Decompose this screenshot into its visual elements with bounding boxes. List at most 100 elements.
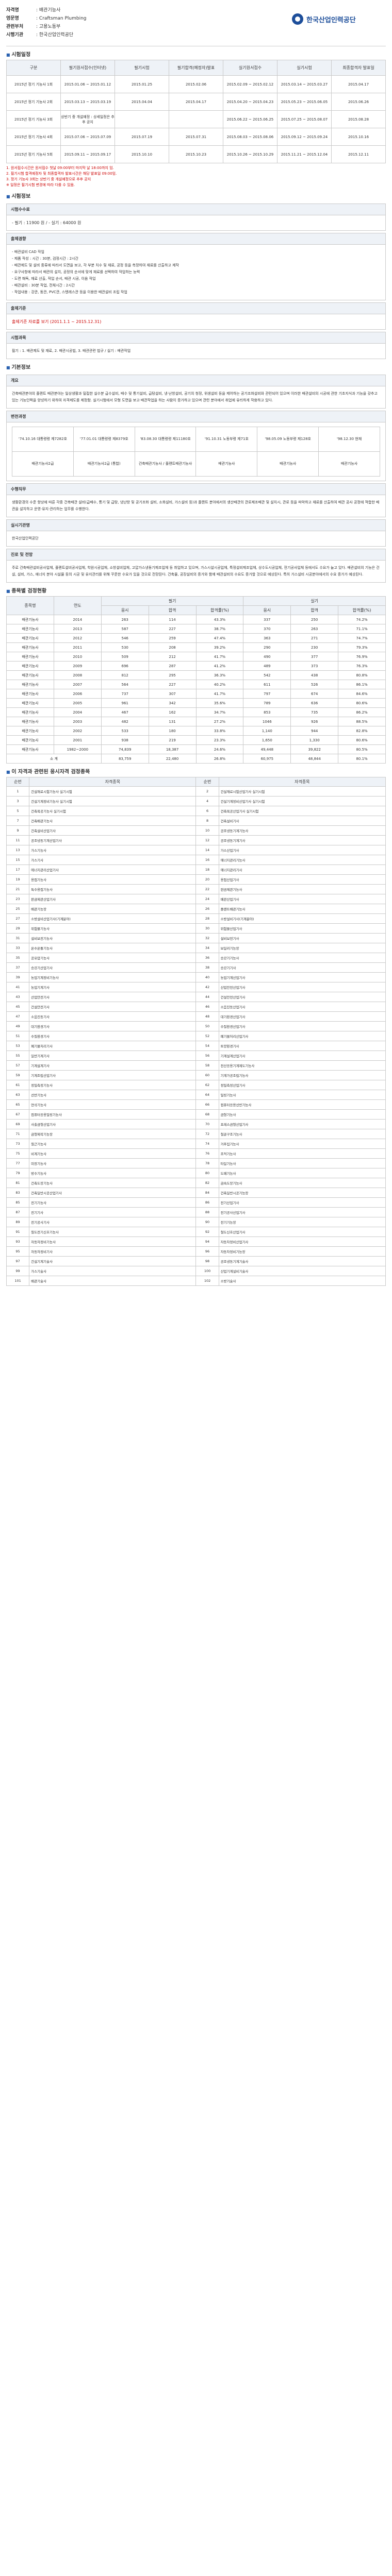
schedule-cell bbox=[169, 110, 223, 128]
overview-box: 개요 건축배관분야의 플랜트 배관분야는 일상생활과 밀접한 실수분 급수설비,… bbox=[6, 375, 386, 409]
subjects-row: 23 판금제관산업기사 24 배관산업기사 bbox=[6, 894, 386, 904]
subjects-name: 온수온돌기능사 bbox=[29, 943, 197, 953]
subjects-no: 71 bbox=[6, 1129, 30, 1139]
subjects-name: 자동차정비기사 bbox=[29, 1246, 197, 1257]
criteria-heading: 출제경향 bbox=[7, 233, 385, 245]
schedule-col-head: 필기합격(예정자)발표 bbox=[169, 60, 223, 76]
subjects-row: 11 공조냉동기계산업기사 12 공조냉동기계기사 bbox=[6, 835, 386, 845]
stats-cell: 41.7% bbox=[195, 689, 244, 699]
stats-cell: 2010 bbox=[53, 652, 102, 662]
subjects-no: 80 bbox=[195, 1168, 219, 1178]
subjects-row: 61 정밀측정기능사 62 정밀측정산업기사 bbox=[6, 1080, 386, 1090]
history-box: 변천과정 '74.10.16 대통령령 제7282호 '77.01.01 대통령령… bbox=[6, 411, 386, 481]
subjects-row: 13 가스기능사 14 가스산업기사 bbox=[6, 845, 386, 855]
stats-cell: 611 bbox=[243, 680, 291, 689]
subjects-no: 72 bbox=[195, 1129, 219, 1139]
stats-cell: 2004 bbox=[53, 707, 102, 717]
schedule-notes: 1. 원서접수시간은 원서접수 첫날 09:00부터 마지막 날 18:00까지… bbox=[6, 165, 386, 188]
stats-cell: 80.6% bbox=[338, 735, 386, 745]
stats-cell: 482 bbox=[101, 717, 149, 726]
stats-cell: 546 bbox=[101, 633, 149, 643]
subjects-name: 위험물기능사 bbox=[29, 923, 197, 934]
stats-col-head: 응시 bbox=[101, 605, 149, 615]
subjects-no: 99 bbox=[6, 1266, 30, 1276]
stats-cell: 259 bbox=[148, 633, 197, 643]
subjects-no: 36 bbox=[195, 953, 219, 963]
subjects-row: 75 비계기능사 76 조적기능사 bbox=[6, 1148, 386, 1159]
stats-cell: 배관기능사 bbox=[6, 726, 54, 736]
stats-cell: 80.8% bbox=[338, 670, 386, 680]
stats-row: 배관기능사 2012 546 259 47.4% 363 271 74.7% bbox=[6, 633, 386, 643]
subjects-no: 96 bbox=[195, 1246, 219, 1257]
history-date: '74.10.16 대통령령 제7282호 bbox=[12, 427, 74, 452]
subjects-row: 17 에너지관리산업기사 18 에너지관리기사 bbox=[6, 865, 386, 875]
subjects-name: 소방설비산업기사(기계분야) bbox=[29, 913, 197, 924]
method-box: 시험과목 필기 : 1. 배관제도 및 재료, 2. 배관시공법, 3. 배관관… bbox=[6, 332, 386, 359]
subjects-name: 기계설계산업기사 bbox=[218, 1050, 386, 1061]
header-row-agency: 시행기관: 한국산업인력공단 bbox=[6, 31, 386, 39]
subjects-name: 공조냉동기계산업기사 bbox=[29, 835, 197, 845]
subjects-name: 방수기능사 bbox=[29, 1168, 197, 1178]
stats-cell: 1,140 bbox=[243, 726, 291, 736]
stats-cell: 배관기능사 bbox=[6, 652, 54, 662]
subjects-no: 5 bbox=[6, 806, 30, 816]
schedule-cell: 2015.10.23 bbox=[169, 145, 223, 163]
job-text: 생활환경의 수준 향상에 따른 각종 건축배관 설비(급배수, 통기 및 급탕,… bbox=[12, 500, 380, 511]
stats-cell: 배관기능사 bbox=[6, 615, 54, 624]
stats-cell: 배관기능사 bbox=[6, 642, 54, 652]
subjects-col-head: 자격종목 bbox=[29, 777, 197, 787]
history-name: 배관기능사 bbox=[195, 451, 258, 477]
schedule-col-head: 구분 bbox=[6, 60, 61, 76]
subjects-no: 6 bbox=[195, 806, 219, 816]
subjects-no: 27 bbox=[6, 913, 30, 924]
subjects-row: 57 기계설계기사 58 전산응용기계제도기능사 bbox=[6, 1060, 386, 1071]
subjects-name: 가스기사 bbox=[29, 855, 197, 865]
subjects-row: 65 연삭기능사 66 컴퓨터응용선반기능사 bbox=[6, 1099, 386, 1110]
stats-cell: 533 bbox=[101, 726, 149, 736]
schedule-cell: 2015.07.31 bbox=[169, 128, 223, 146]
subjects-name: 기계조립산업기사 bbox=[29, 1070, 197, 1080]
stats-cell: 84.6% bbox=[338, 689, 386, 699]
subjects-no: 19 bbox=[6, 874, 30, 885]
subjects-no: 8 bbox=[195, 816, 219, 826]
subjects-name: 일반기계기사 bbox=[29, 1050, 197, 1061]
subjects-box: 출제기준 출제기준 자료를 보기 (2011.1.1 ~ 2015.12.31) bbox=[6, 302, 386, 330]
subjects-name: 컴퓨터응용선반기능사 bbox=[218, 1099, 386, 1110]
subjects-link[interactable]: 출제기준 자료를 보기 (2011.1.1 ~ 2015.12.31) bbox=[12, 319, 102, 324]
org-heading: 실시기관명 bbox=[7, 520, 385, 531]
stats-cell: 373 bbox=[290, 661, 339, 671]
stats-cell: 564 bbox=[101, 680, 149, 689]
history-name: 배관기능사2급 (통합) bbox=[73, 451, 135, 477]
stats-cell: 2014 bbox=[53, 615, 102, 624]
schedule-cell: 2015.05.23 ~ 2015.06.05 bbox=[277, 93, 332, 111]
org-text: 한국산업인력공단 bbox=[12, 536, 39, 540]
stats-col-head: 합격 bbox=[290, 605, 339, 615]
related-subjects-table: 순번 자격종목 순번 자격종목 1 건설재료시험기능사 실기시험 2 건설재료시험산업기사 … bbox=[6, 777, 386, 1286]
schedule-note: 2. 필기시험 합격예정자 및 최종합격자 발표시간은 해당 발표일 09:00… bbox=[6, 172, 117, 176]
subjects-name: 전기기능장 bbox=[218, 1217, 386, 1227]
subjects-no: 50 bbox=[195, 1021, 219, 1031]
schedule-cell: 2015.09.11 ~ 2015.09.17 bbox=[60, 145, 115, 163]
subjects-name: 정밀측정산업기사 bbox=[218, 1080, 386, 1090]
subjects-name: 기계설계기사 bbox=[29, 1060, 197, 1071]
history-name: 배관기능사 bbox=[318, 451, 380, 477]
subjects-name: 건설안전산업기사 bbox=[218, 992, 386, 1002]
subjects-col-head: 순번 bbox=[195, 777, 219, 787]
header-value: 고용노동부 bbox=[39, 24, 61, 29]
subjects-row: 71 금형제작기능장 72 철골구조기능사 bbox=[6, 1129, 386, 1139]
schedule-cell: 2015.11.21 ~ 2015.12.04 bbox=[277, 145, 332, 163]
subjects-heading: 출제기준 bbox=[7, 303, 385, 314]
subjects-row: 73 철근기능사 74 거푸집기능사 bbox=[6, 1139, 386, 1149]
hrdk-logo-icon bbox=[292, 13, 303, 25]
stats-cell: 86.1% bbox=[338, 680, 386, 689]
stats-cell: 23.3% bbox=[195, 735, 244, 745]
subjects-no: 20 bbox=[195, 874, 219, 885]
subjects-name: 수질환경기사 bbox=[29, 1031, 197, 1041]
subjects-no: 37 bbox=[6, 962, 30, 973]
subjects-row: 27 소방설비산업기사(기계분야) 28 소방설비기사(기계분야) bbox=[6, 913, 386, 924]
subjects-no: 60 bbox=[195, 1070, 219, 1080]
subjects-name: 승강기기능사 bbox=[218, 953, 386, 963]
subjects-no: 88 bbox=[195, 1207, 219, 1217]
schedule-col-head: 실기시험 bbox=[277, 60, 332, 76]
stats-cell: 80.5% bbox=[338, 744, 386, 754]
